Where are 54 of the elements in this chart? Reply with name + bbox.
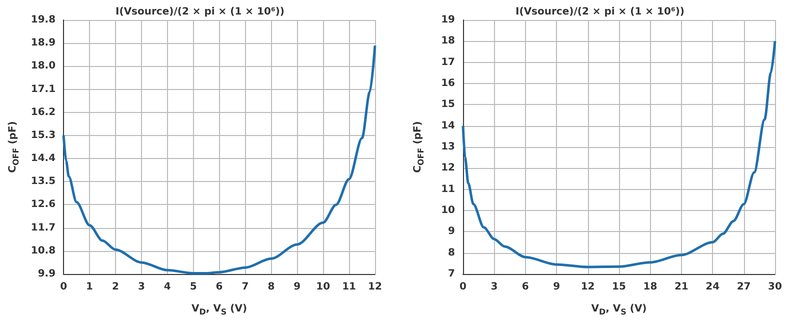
y-tick-label: 12.6 xyxy=(30,199,56,210)
y-tick-label: 17 xyxy=(441,56,456,68)
y-tick-label: 10.8 xyxy=(30,245,56,256)
y-axis-title: COFF (pF) xyxy=(8,121,20,173)
x-tick-label: 2 xyxy=(112,282,119,292)
x-tick-label: 0 xyxy=(460,282,467,292)
x-tick-label: 8 xyxy=(268,282,275,292)
y-tick-label: 19 xyxy=(441,14,456,26)
line-series xyxy=(462,40,776,268)
x-tick-label: 7 xyxy=(242,282,249,292)
chart-title: I(Vsource)/(2 × pi × (1 × 10⁶)) xyxy=(116,6,284,18)
chart-title: I(Vsource)/(2 × pi × (1 × 10⁶)) xyxy=(516,6,684,18)
y-tick-label: 13 xyxy=(441,142,456,152)
y-tick-label: 7 xyxy=(448,268,456,280)
x-tick-label: 24 xyxy=(706,282,720,292)
y-tick-label: 9 xyxy=(448,226,456,238)
y-tick-label: 9.9 xyxy=(38,268,56,280)
y-tick-label: 15.3 xyxy=(30,130,56,141)
x-tick-label: 0 xyxy=(60,282,68,292)
x-tick-label: 1 xyxy=(86,282,94,292)
x-tick-label: 21 xyxy=(674,282,688,292)
x-tick-label: 9 xyxy=(294,282,301,292)
y-tick-label: 19.8 xyxy=(30,14,56,26)
x-tick-label: 4 xyxy=(164,282,171,292)
y-tick-label: 13.5 xyxy=(30,176,56,188)
x-tick-label: 27 xyxy=(736,282,751,292)
y-tick-label: 18 xyxy=(441,36,456,47)
y-tick-label: 11 xyxy=(441,184,456,195)
y-tick-label: 18.9 xyxy=(30,38,56,49)
x-tick-label: 18 xyxy=(643,282,658,292)
x-tick-label: 3 xyxy=(138,282,145,292)
y-axis-title: COFF (pF) xyxy=(412,121,426,173)
x-tick-label: 30 xyxy=(768,282,782,292)
x-tick-label: 10 xyxy=(316,282,330,292)
y-tick-label: 11.7 xyxy=(30,222,56,234)
x-tick-label: 12 xyxy=(368,282,382,292)
y-tick-label: 14 xyxy=(441,120,456,132)
y-tick-label: 12 xyxy=(441,162,456,174)
y-tick-label: 8 xyxy=(448,247,456,258)
x-tick-label: 11 xyxy=(342,282,356,292)
y-tick-label: 15 xyxy=(441,99,456,110)
x-tick-label: 9 xyxy=(553,282,560,292)
y-tick-label: 10 xyxy=(441,205,456,216)
y-tick-label: 14.4 xyxy=(30,153,56,164)
y-tick-label: 16 xyxy=(441,78,456,89)
x-tick-label: 3 xyxy=(490,282,498,292)
x-tick-label: 6 xyxy=(522,282,529,292)
x-tick-label: 5 xyxy=(190,282,197,292)
x-tick-label: 6 xyxy=(216,282,223,292)
y-tick-label: 17.1 xyxy=(30,84,56,95)
x-tick-label: 15 xyxy=(612,282,626,292)
y-tick-label: 16.2 xyxy=(30,106,56,118)
y-tick-label: 18.0 xyxy=(30,60,56,72)
x-tick-label: 12 xyxy=(580,282,595,292)
